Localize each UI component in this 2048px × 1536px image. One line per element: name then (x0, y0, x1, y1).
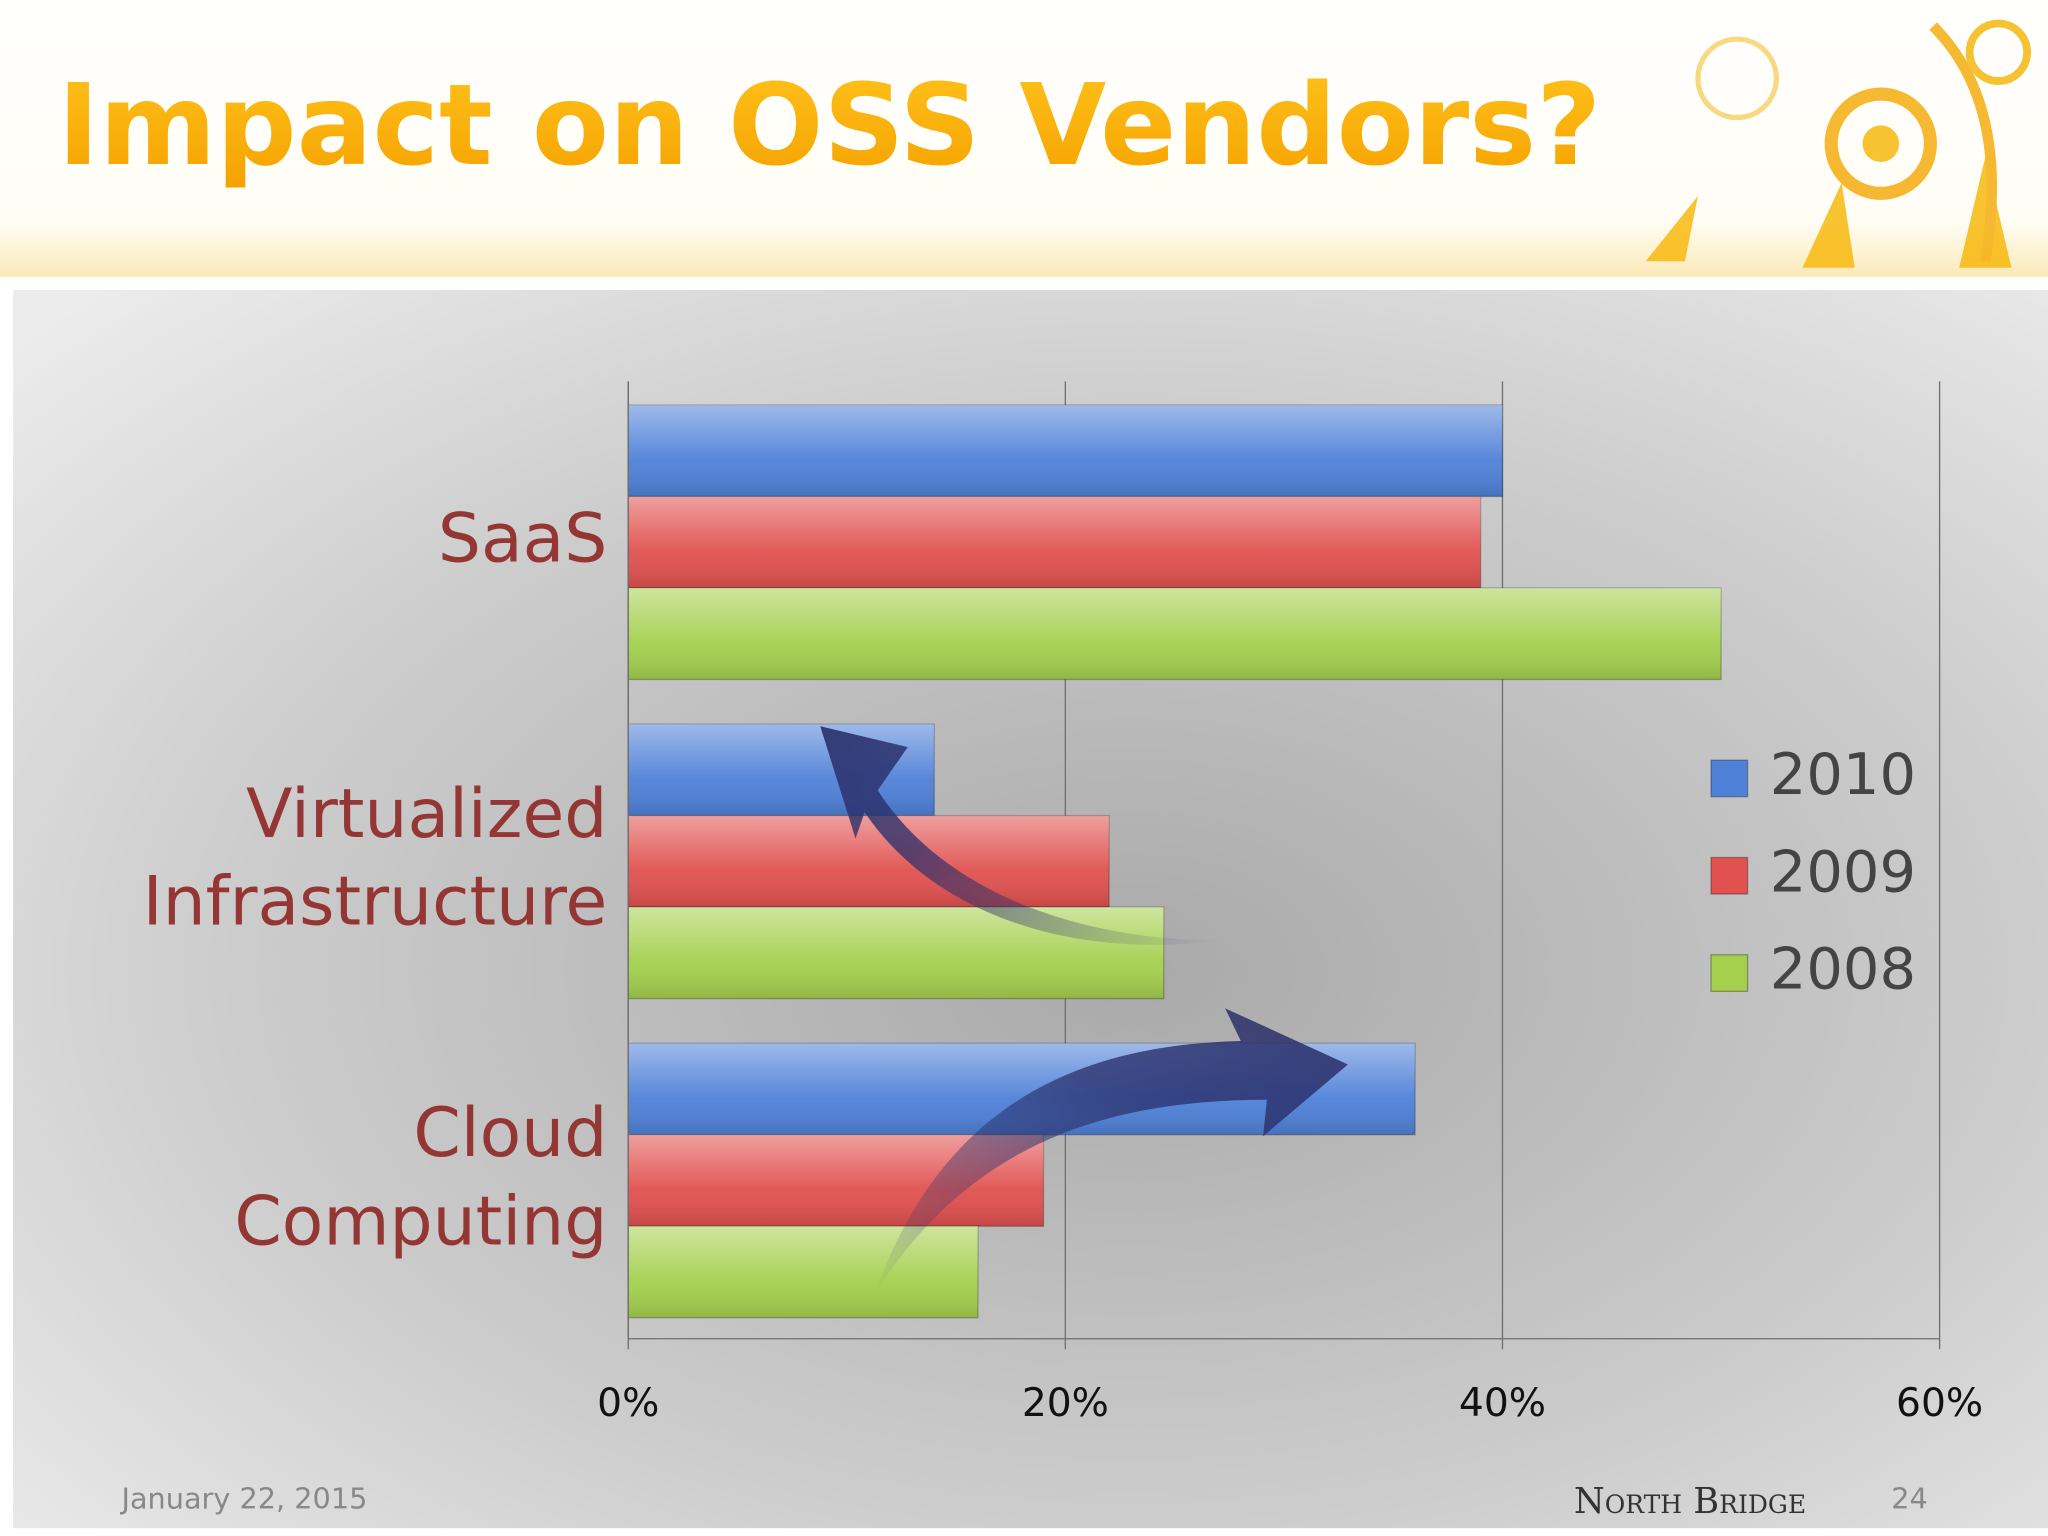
category-label-box: Cloud Computing (234, 1094, 608, 1262)
arrow-up-trend (875, 1008, 1348, 1294)
category-label-box: SaaS (437, 500, 608, 580)
legend-label: 2009 (1770, 838, 1916, 905)
decoration (1645, 19, 2032, 268)
bar-gloss (628, 587, 1722, 680)
legend-label: 2010 (1770, 741, 1916, 808)
legend-label: 2008 (1770, 936, 1916, 1003)
page-number: 24 (1891, 1482, 1928, 1516)
x-tick-label: 0% (597, 1381, 659, 1426)
y-tick-label: SaaS (437, 500, 608, 580)
arrow-down-trend (820, 726, 1222, 945)
y-tick-label: Virtualized Infrastructure (142, 775, 608, 943)
y-tick-label: Cloud Computing (234, 1094, 608, 1262)
bar-gloss (628, 405, 1503, 497)
x-tick-label: 60% (1896, 1381, 1983, 1426)
slide-title: Impact on OSS Vendors? (57, 61, 1601, 191)
arrows (820, 726, 1348, 1294)
bar-gloss (628, 907, 1164, 999)
bar-gloss (628, 815, 1110, 908)
legend-swatch (1710, 856, 1749, 895)
header-band (0, 0, 2048, 277)
legend-swatch (1710, 759, 1749, 798)
bar-gloss (628, 496, 1481, 588)
footer-brand: North Bridge (1574, 1481, 1806, 1522)
x-tick-label: 40% (1459, 1381, 1546, 1426)
legend-swatch (1710, 954, 1749, 992)
x-tick-label: 20% (1022, 1381, 1109, 1426)
bar-gloss (628, 1226, 978, 1318)
category-label-box: Virtualized Infrastructure (142, 775, 608, 943)
footer-date: January 22, 2015 (119, 1482, 367, 1516)
